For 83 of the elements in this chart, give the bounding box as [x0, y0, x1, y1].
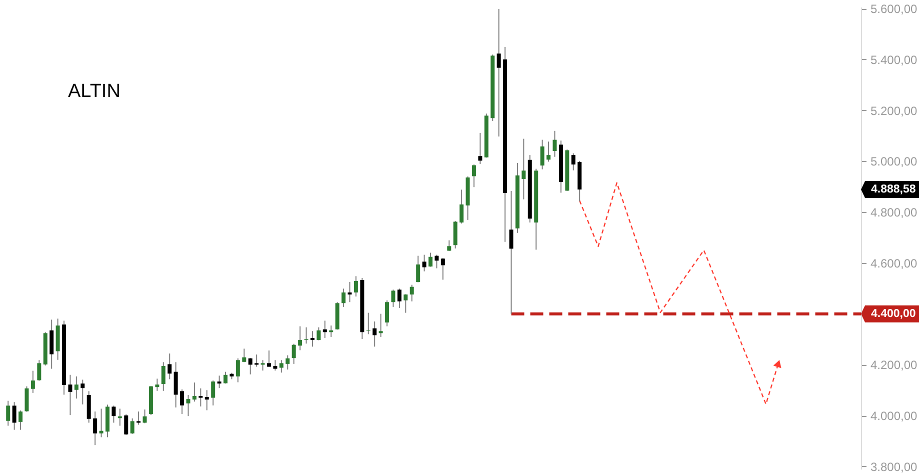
candlestick	[404, 294, 408, 314]
candlestick	[391, 289, 396, 308]
ref-line-label: 4.400,00	[871, 308, 916, 320]
candlestick	[342, 288, 346, 308]
candlestick	[124, 414, 128, 436]
candlestick	[74, 376, 78, 400]
candlestick	[546, 141, 551, 162]
candlestick	[24, 386, 29, 412]
candlestick	[273, 360, 278, 372]
candlestick	[472, 164, 476, 188]
candlestick	[478, 132, 482, 164]
candlestick	[236, 358, 240, 383]
candlestick	[180, 388, 184, 415]
candlestick	[204, 390, 209, 411]
y-tick-label: 4.200,00	[870, 358, 918, 372]
candlestick	[18, 410, 23, 430]
y-tick-label: 3.800,00	[870, 460, 918, 474]
candlestick	[260, 360, 265, 372]
candlestick	[93, 411, 98, 446]
candlestick	[186, 394, 190, 417]
y-tick-label: 5.600,00	[870, 2, 918, 16]
candlestick	[509, 190, 514, 314]
candlestick	[378, 313, 383, 338]
candlestick	[30, 370, 35, 394]
candlestick	[174, 362, 178, 408]
candlestick	[168, 353, 172, 380]
y-tick-label: 5.400,00	[870, 52, 918, 67]
candlestick	[37, 360, 42, 382]
candlestick	[366, 312, 370, 335]
candlestick	[348, 282, 352, 303]
y-tick-label: 4.000,00	[870, 409, 918, 424]
candlestick	[198, 388, 203, 407]
candlestick	[453, 220, 458, 249]
y-tick-label: 4.800,00	[870, 206, 918, 220]
candlestick	[136, 411, 141, 426]
candlestick	[68, 374, 72, 416]
candlestick	[310, 330, 314, 348]
candlestick	[540, 139, 544, 170]
candlestick	[286, 354, 290, 370]
candlestick	[571, 152, 576, 171]
candlestick	[316, 326, 321, 341]
candlestick	[304, 326, 308, 344]
candlestick	[217, 375, 222, 389]
candlestick	[86, 390, 91, 424]
candlestick	[80, 379, 85, 405]
candlestick	[279, 360, 284, 374]
candlestick	[99, 408, 104, 438]
candlestick	[292, 343, 296, 364]
candlestick	[266, 350, 271, 368]
candlestick	[192, 382, 196, 402]
text: ALTIN	[68, 81, 120, 102]
candlestick	[298, 326, 302, 351]
y-tick-label: 4.600,00	[870, 256, 918, 270]
candlestick	[155, 378, 160, 392]
candlestick	[397, 288, 402, 308]
y-tick-label: 5.200,00	[870, 104, 918, 118]
candlestick	[522, 138, 526, 200]
candlestick	[496, 8, 501, 137]
candlestick	[460, 189, 464, 224]
candlestick	[440, 258, 445, 280]
candlestick	[422, 254, 426, 272]
candlestick	[211, 380, 216, 406]
candlestick	[248, 358, 252, 375]
text: 4.888,58	[871, 184, 916, 196]
candlestick	[434, 254, 439, 269]
candlestick	[242, 348, 246, 363]
candlestick	[410, 284, 414, 302]
y-tick-label: 5.000,00	[870, 154, 918, 169]
candlestick	[112, 405, 116, 424]
candlestick	[372, 320, 377, 348]
candlestick	[142, 408, 147, 424]
candlestick	[161, 362, 166, 392]
candlestick	[254, 354, 259, 368]
candlestick	[552, 130, 557, 158]
candlestick	[50, 319, 54, 370]
candlestick	[416, 255, 420, 283]
candlestick	[130, 418, 134, 434]
candlestick	[385, 300, 390, 327]
candlestick	[447, 240, 452, 252]
candlestick	[6, 400, 10, 426]
candlestick	[428, 252, 432, 268]
candlestick	[354, 276, 358, 298]
candlestick	[12, 402, 16, 430]
